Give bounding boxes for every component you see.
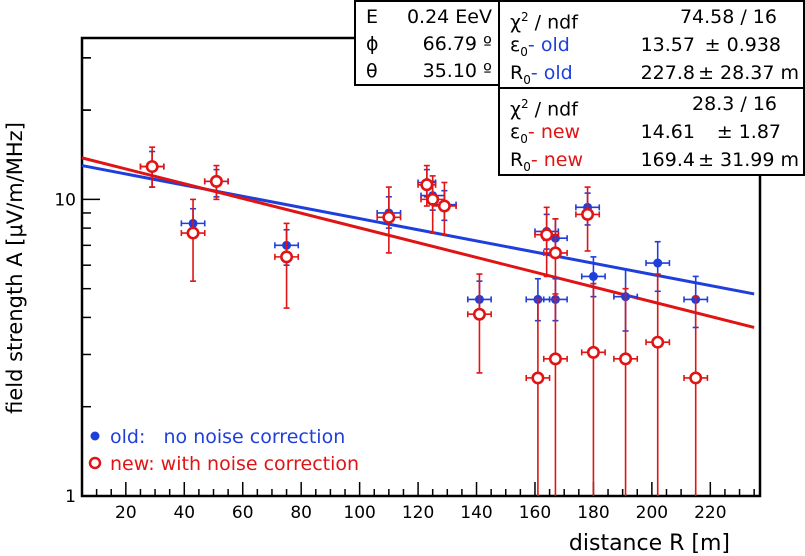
new-eps-error: ± 1.87 — [716, 121, 781, 143]
new-fit-box: χ2 / ndf 28.3 / 16 ε0- new 14.61 ± 1.87 … — [498, 87, 805, 176]
new-eps-sub: 0 — [520, 131, 528, 146]
new-eps-symbol: ε — [510, 121, 521, 143]
event-info-box: E 0.24 EeV ϕ 66.79 º θ 35.10 º — [354, 0, 500, 86]
energy-label: E — [366, 6, 379, 28]
data-point-new — [376, 186, 402, 254]
new-chi-symbol: χ — [510, 98, 521, 121]
data-point-new — [575, 186, 601, 252]
marker-open — [651, 335, 665, 349]
marker-open — [280, 250, 294, 264]
marker-open — [619, 352, 633, 366]
old-r-tag: - old — [530, 62, 573, 84]
x-tick-label: 220 — [694, 503, 726, 523]
new-chi-rest: / ndf — [528, 98, 578, 121]
new-chi-value: 28.3 / 16 — [692, 93, 777, 115]
new-r-tag: - new — [530, 149, 584, 171]
x-tick-label: 120 — [402, 503, 434, 523]
data-points — [139, 146, 709, 496]
marker-open — [472, 307, 486, 321]
new-r-sub: 0 — [523, 159, 531, 174]
old-chi-value: 74.58 / 16 — [679, 6, 777, 28]
new-r-error: ± 31.99 m — [698, 149, 799, 171]
new-eps-value: 14.61 — [640, 121, 695, 143]
x-tick-label: 60 — [232, 503, 254, 523]
data-point-new — [417, 164, 437, 207]
fit-lines — [81, 156, 755, 329]
old-eps-sub: 0 — [520, 44, 528, 59]
data-point-new — [431, 181, 457, 236]
marker-open — [209, 174, 223, 188]
data-point-new — [534, 206, 560, 278]
x-tick-label: 40 — [173, 503, 195, 523]
data-point-new — [542, 218, 568, 301]
old-fit-box: χ2 / ndf 74.58 / 16 ε0- old 13.57 ± 0.93… — [498, 0, 805, 89]
new-r-symbol: R — [510, 149, 524, 171]
marker-open — [548, 246, 562, 260]
marker-open — [382, 210, 396, 224]
marker-open — [586, 345, 600, 359]
marker-open — [186, 226, 200, 240]
old-eps-error: ± 0.938 — [704, 34, 781, 56]
y-axis-label: field strength A [μV/m/MHz] — [3, 122, 27, 414]
new-r-value: 169.4 — [640, 149, 695, 171]
data-point-new — [203, 164, 229, 201]
x-tick-label: 80 — [290, 503, 312, 523]
data-point-new — [580, 282, 606, 496]
phi-value: 66.79 º — [422, 33, 492, 55]
marker-open — [540, 228, 554, 242]
marker-open — [531, 371, 545, 385]
data-point-new — [525, 298, 551, 496]
data-point-new — [645, 273, 671, 496]
data-point-new — [274, 222, 300, 309]
marker-open — [145, 160, 159, 174]
y-tick-label: 1 — [65, 487, 76, 507]
theta-label: θ — [366, 60, 378, 82]
x-tick-label: 160 — [519, 503, 551, 523]
data-point-new — [139, 146, 165, 188]
old-chi-sup: 2 — [520, 10, 529, 24]
data-point-new — [613, 287, 639, 496]
legend-new-label: new: with noise correction — [110, 453, 359, 475]
new-eps-tag: - new — [527, 121, 581, 143]
marker-open — [689, 371, 703, 385]
legend-old-marker — [90, 431, 100, 441]
old-r-error: ± 28.37 m — [698, 62, 799, 84]
new-chi-sup: 2 — [520, 97, 529, 111]
legend-old-label: old: no noise correction — [110, 426, 345, 448]
old-r-symbol: R — [510, 62, 524, 84]
marker-filled — [588, 271, 598, 281]
x-tick-label: 200 — [636, 503, 668, 523]
data-point-new — [466, 273, 492, 374]
data-point-new — [542, 293, 568, 496]
marker-open — [420, 178, 434, 192]
x-tick-label: 20 — [115, 503, 137, 523]
theta-value: 35.10 º — [422, 60, 492, 82]
legend-new-marker — [88, 456, 102, 470]
data-point-new — [180, 198, 206, 282]
old-eps-value: 13.57 — [640, 34, 695, 56]
marker-filled — [653, 258, 663, 268]
marker-open — [548, 352, 562, 366]
x-tick-label: 140 — [460, 503, 492, 523]
x-tick-label: 180 — [577, 503, 609, 523]
old-r-sub: 0 — [523, 72, 531, 87]
x-axis-label: distance R [m] — [569, 531, 730, 556]
old-eps-tag: - old — [527, 34, 570, 56]
old-chi-rest: / ndf — [528, 11, 578, 34]
legend: old: no noise correction new: with noise… — [88, 426, 359, 475]
marker-open — [581, 207, 595, 221]
energy-value: 0.24 EeV — [406, 6, 492, 28]
old-r-value: 227.8 — [640, 62, 695, 84]
fit-line-new — [81, 156, 755, 329]
y-tick-label: 10 — [54, 190, 76, 210]
phi-label: ϕ — [366, 33, 379, 55]
old-chi-symbol: χ — [510, 11, 521, 34]
old-eps-symbol: ε — [510, 34, 521, 56]
data-point-new — [683, 295, 709, 496]
marker-open — [437, 199, 451, 213]
x-tick-label: 100 — [343, 503, 375, 523]
